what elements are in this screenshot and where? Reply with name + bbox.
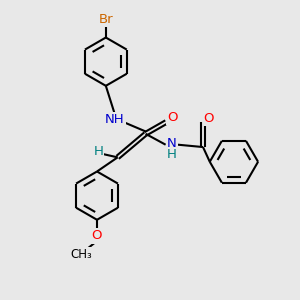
Text: Br: Br xyxy=(98,14,113,26)
Text: O: O xyxy=(204,112,214,125)
Text: N: N xyxy=(167,137,177,150)
Text: H: H xyxy=(94,145,103,158)
Text: H: H xyxy=(167,148,177,160)
Text: O: O xyxy=(92,230,102,242)
Text: CH₃: CH₃ xyxy=(70,248,92,261)
Text: NH: NH xyxy=(105,112,124,126)
Text: O: O xyxy=(167,111,177,124)
